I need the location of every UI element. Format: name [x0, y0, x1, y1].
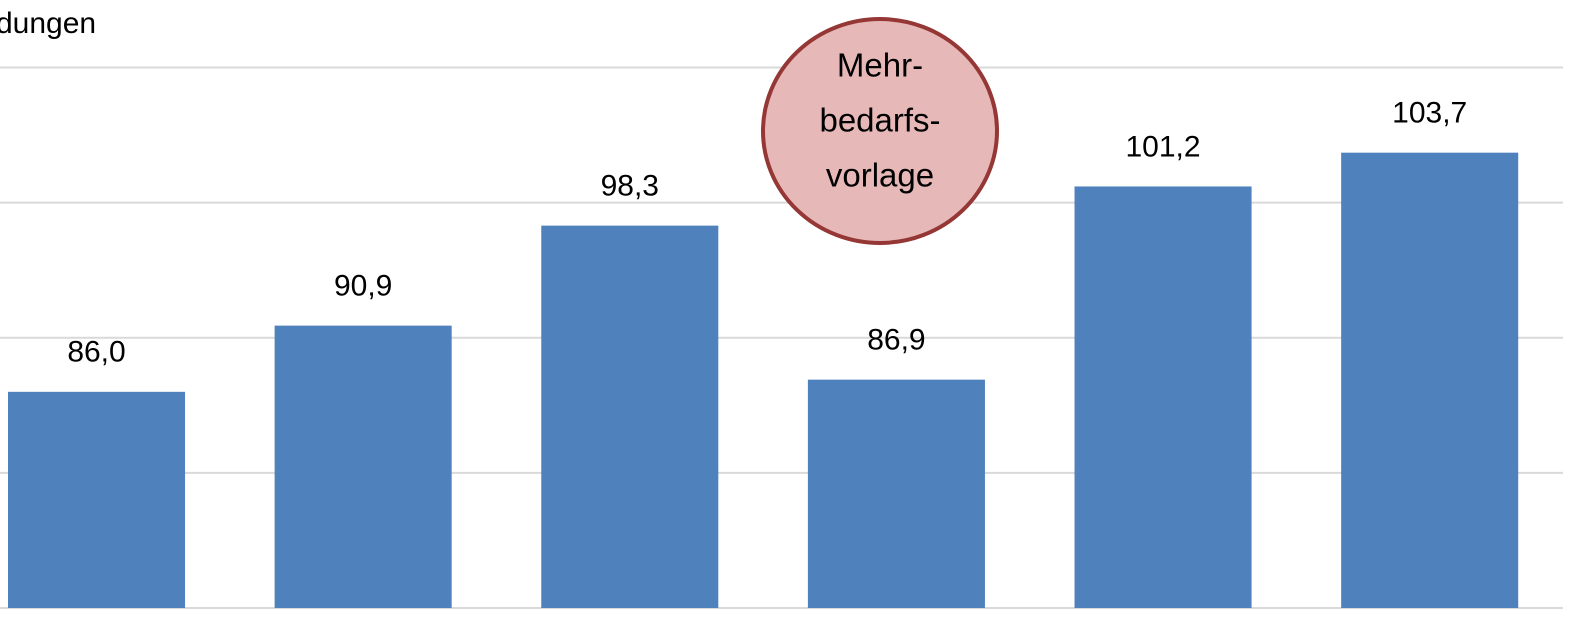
value-label: 103,7: [1392, 97, 1467, 130]
bar: [541, 225, 719, 608]
annotation-text: bedarfs-: [819, 102, 940, 139]
bar: [7, 391, 186, 608]
bar: [807, 379, 985, 608]
bar: [1341, 152, 1519, 609]
value-label: 86,9: [867, 324, 925, 357]
value-label: 86,0: [67, 336, 125, 369]
annotation-text: Mehr-: [837, 47, 923, 84]
value-label: 101,2: [1126, 130, 1201, 163]
bar: [274, 325, 452, 608]
annotation-text: vorlage: [826, 157, 934, 194]
value-label: 90,9: [334, 270, 392, 303]
value-label: 98,3: [601, 170, 659, 203]
bar: [1074, 186, 1252, 608]
chart-title: dungen: [0, 7, 96, 40]
annotation-circle: [761, 17, 999, 245]
